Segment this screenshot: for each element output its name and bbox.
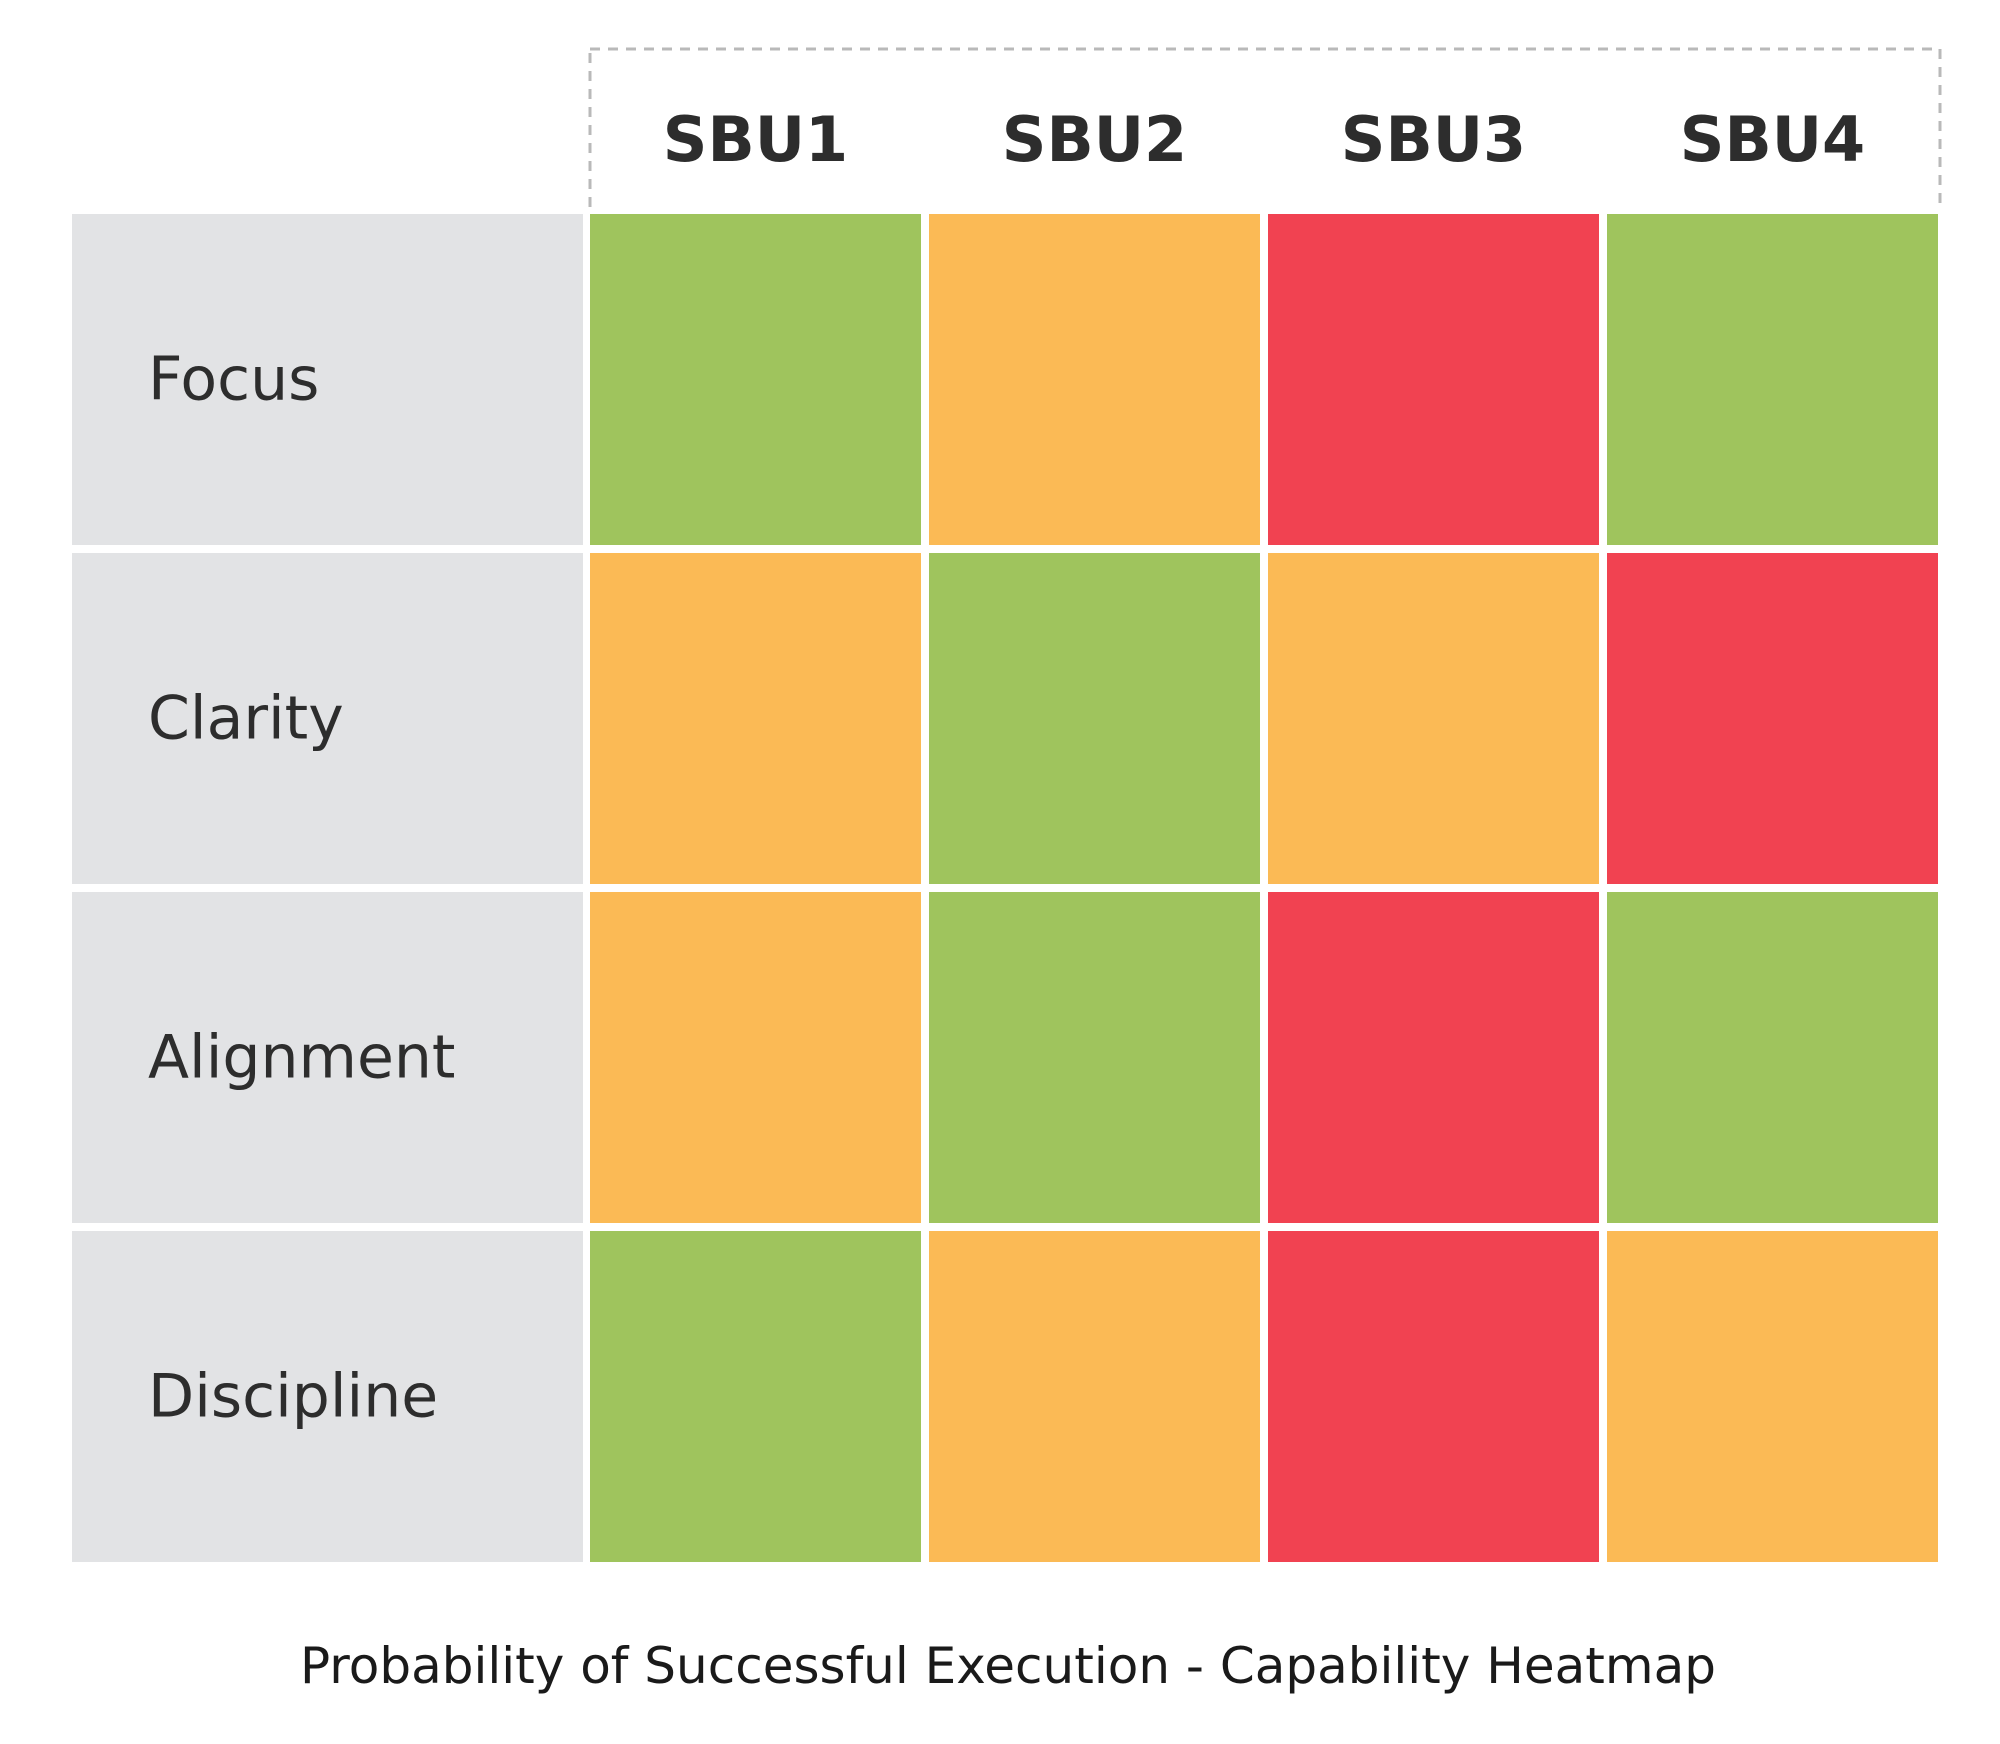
column-labels: SBU1 SBU2 SBU3 SBU4 (663, 103, 1865, 176)
row-header-discipline (72, 1231, 583, 1562)
cell-clarity-sbu2 (929, 553, 1260, 884)
column-label-sbu3: SBU3 (1341, 103, 1526, 176)
row-label-clarity: Clarity (148, 684, 344, 754)
cell-alignment-sbu3 (1268, 892, 1599, 1223)
column-label-sbu2: SBU2 (1002, 103, 1187, 176)
cell-focus-sbu2 (929, 214, 1260, 545)
column-label-sbu1: SBU1 (663, 103, 848, 176)
row-label-alignment: Alignment (148, 1023, 455, 1093)
row-label-focus: Focus (148, 345, 319, 415)
header-frame-bottom-mask (586, 207, 1944, 213)
cell-discipline-sbu2 (929, 1231, 1260, 1562)
cell-alignment-sbu4 (1607, 892, 1938, 1223)
cell-discipline-sbu1 (590, 1231, 921, 1562)
cell-alignment-sbu1 (590, 892, 921, 1223)
cell-focus-sbu3 (1268, 214, 1599, 545)
row-header-clarity (72, 553, 583, 884)
heatmap-cells (590, 214, 1938, 1562)
cell-focus-sbu4 (1607, 214, 1938, 545)
row-headers: Focus Clarity Alignment Discipline (72, 214, 583, 1562)
row-label-discipline: Discipline (148, 1362, 438, 1432)
chart-title: Probability of Successful Execution - Ca… (300, 1637, 1716, 1695)
row-header-alignment (72, 892, 583, 1223)
column-label-sbu4: SBU4 (1680, 103, 1865, 176)
cell-clarity-sbu3 (1268, 553, 1599, 884)
cell-clarity-sbu4 (1607, 553, 1938, 884)
cell-discipline-sbu4 (1607, 1231, 1938, 1562)
cell-clarity-sbu1 (590, 553, 921, 884)
cell-alignment-sbu2 (929, 892, 1260, 1223)
cell-focus-sbu1 (590, 214, 921, 545)
cell-discipline-sbu3 (1268, 1231, 1599, 1562)
row-header-focus (72, 214, 583, 545)
